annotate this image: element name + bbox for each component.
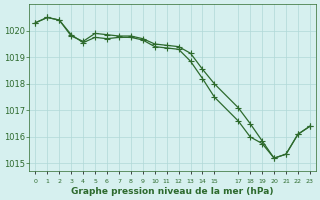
X-axis label: Graphe pression niveau de la mer (hPa): Graphe pression niveau de la mer (hPa)	[71, 187, 274, 196]
